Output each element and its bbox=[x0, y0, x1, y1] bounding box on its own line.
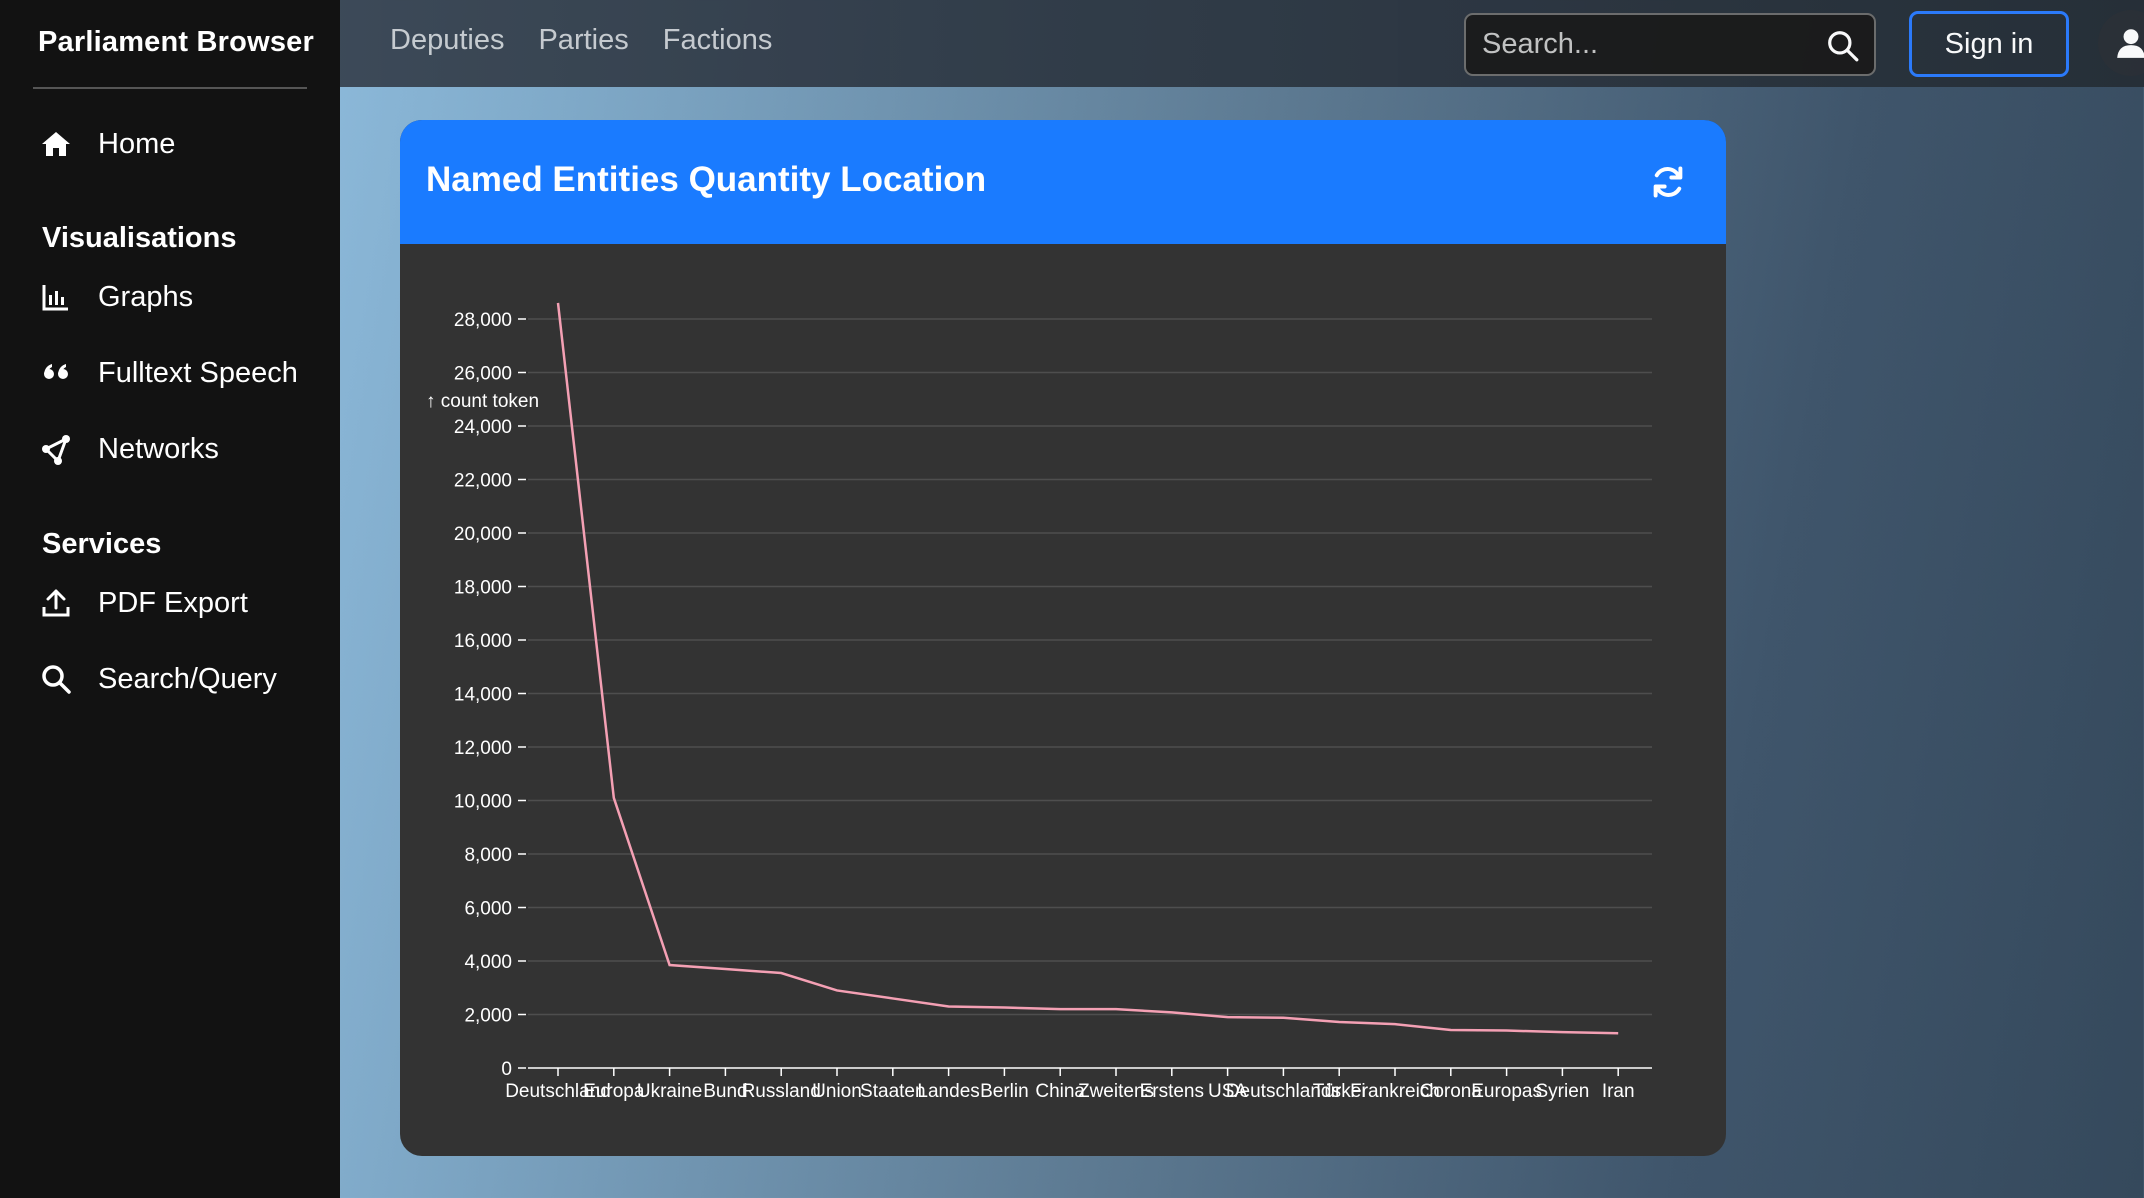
sidebar-item-graphs[interactable]: Graphs bbox=[40, 273, 193, 321]
y-tick-label: 18,000 bbox=[454, 578, 512, 599]
sidebar-item-home[interactable]: Home bbox=[40, 120, 175, 168]
sidebar-item-label: Fulltext Speech bbox=[98, 356, 298, 389]
x-tick-label: Zweitens bbox=[1078, 1081, 1154, 1102]
sidebar-item-label: Networks bbox=[98, 432, 219, 465]
nav-link-deputies[interactable]: Deputies bbox=[390, 24, 505, 56]
x-tick-label: USA bbox=[1208, 1081, 1247, 1102]
line-chart: 0 2,000 4,000 6,000 8,000 10,000 12,000 14,000 1… bbox=[426, 302, 1652, 1102]
x-tick-label: Frankreich bbox=[1350, 1081, 1440, 1102]
share-nodes-icon bbox=[40, 430, 78, 468]
x-tick-label: Europas bbox=[1471, 1081, 1542, 1102]
sidebar-item-label: Search/Query bbox=[98, 662, 277, 695]
section-title-visualisations: Visualisations bbox=[42, 222, 237, 254]
search-icon[interactable] bbox=[1826, 29, 1860, 63]
refresh-icon[interactable] bbox=[1650, 164, 1686, 200]
sign-in-button[interactable]: Sign in bbox=[1909, 11, 2069, 77]
grid-lines bbox=[528, 318, 1652, 1016]
x-tick-label: Ukraine bbox=[637, 1081, 702, 1102]
avatar[interactable] bbox=[2098, 10, 2144, 76]
y-tick-label: 26,000 bbox=[454, 364, 512, 385]
x-tick-label: Türkei bbox=[1313, 1081, 1366, 1102]
x-tick-label: Russland bbox=[742, 1081, 821, 1102]
y-tick-label: 6,000 bbox=[464, 899, 512, 920]
x-tick-label: Bund bbox=[703, 1081, 747, 1102]
card-header: Named Entities Quantity Location bbox=[400, 120, 1726, 244]
x-tick-label: Landes bbox=[917, 1081, 979, 1102]
upload-icon bbox=[40, 584, 78, 622]
y-tick-label: 12,000 bbox=[454, 738, 512, 759]
sidebar-item-networks[interactable]: Networks bbox=[40, 425, 219, 473]
x-tick-label: China bbox=[1035, 1081, 1085, 1102]
x-tick-label: Deutschlands bbox=[1226, 1081, 1341, 1102]
section-title-services: Services bbox=[42, 528, 162, 560]
series-line bbox=[556, 302, 1619, 1035]
sidebar-item-label: PDF Export bbox=[98, 586, 248, 619]
x-tick-label: Europa bbox=[583, 1081, 645, 1102]
brand-title[interactable]: Parliament Browser bbox=[38, 26, 314, 58]
sidebar-item-fulltext-speech[interactable]: Fulltext Speech bbox=[40, 349, 298, 397]
y-tick-label: 16,000 bbox=[454, 631, 512, 652]
sidebar-item-pdf-export[interactable]: PDF Export bbox=[40, 579, 248, 627]
x-tick-label: Erstens bbox=[1140, 1081, 1204, 1102]
y-tick-label: 10,000 bbox=[454, 792, 512, 813]
y-tick-label: 8,000 bbox=[464, 845, 512, 866]
sidebar-item-label: Graphs bbox=[98, 280, 194, 313]
y-axis-label: ↑ count token bbox=[426, 391, 539, 412]
y-tick-label: 24,000 bbox=[454, 417, 512, 438]
brand-divider bbox=[33, 87, 307, 89]
search-icon bbox=[40, 660, 78, 698]
y-tick-label: 2,000 bbox=[464, 1006, 512, 1027]
y-tick-label: 28,000 bbox=[454, 310, 512, 331]
y-tick-label: 20,000 bbox=[454, 524, 512, 545]
y-tick-label: 4,000 bbox=[464, 952, 512, 973]
sidebar: Parliament Browser Home Visualisations G… bbox=[0, 0, 340, 1198]
y-axis: 0 2,000 4,000 6,000 8,000 10,000 12,000 14,000 1… bbox=[454, 310, 526, 1080]
top-nav-links: Deputies Parties Factions bbox=[390, 24, 772, 57]
x-tick-label: Syrien bbox=[1535, 1081, 1589, 1102]
bar-chart-icon bbox=[40, 278, 78, 316]
x-tick-label: Iran bbox=[1602, 1081, 1635, 1102]
top-navbar: Deputies Parties Factions Sign in bbox=[340, 0, 2144, 87]
user-icon bbox=[2117, 29, 2144, 58]
chart-card: Named Entities Quantity Location 0 2,000 4… bbox=[400, 120, 1726, 1156]
card-title: Named Entities Quantity Location bbox=[426, 160, 987, 199]
x-tick-label: Corona bbox=[1420, 1081, 1483, 1102]
search-box bbox=[1464, 13, 1876, 76]
sidebar-item-search-query[interactable]: Search/Query bbox=[40, 655, 277, 703]
chart-area: 0 2,000 4,000 6,000 8,000 10,000 12,000 14,000 1… bbox=[400, 244, 1726, 1156]
x-tick-label: Deutschland bbox=[505, 1081, 611, 1102]
quote-icon bbox=[40, 354, 78, 392]
nav-link-parties[interactable]: Parties bbox=[538, 24, 629, 56]
home-icon bbox=[40, 125, 78, 163]
y-tick-label: 14,000 bbox=[454, 685, 512, 706]
search-input[interactable] bbox=[1466, 28, 1806, 61]
nav-link-factions[interactable]: Factions bbox=[662, 24, 773, 56]
x-tick-label: Berlin bbox=[980, 1081, 1029, 1102]
x-tick-label: Staaten bbox=[860, 1081, 926, 1102]
y-tick-label: 0 bbox=[501, 1059, 512, 1080]
sidebar-item-label: Home bbox=[98, 127, 176, 160]
x-tick-label: Union bbox=[812, 1081, 862, 1102]
y-tick-label: 22,000 bbox=[454, 471, 512, 492]
